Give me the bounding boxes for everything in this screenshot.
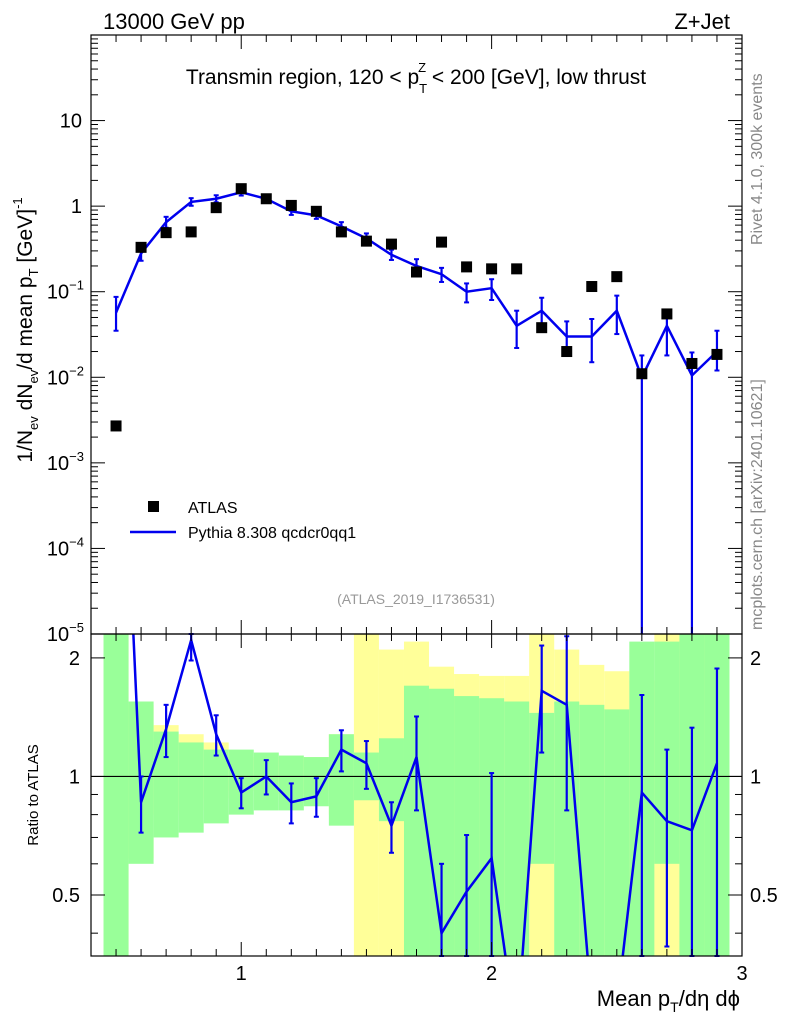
atlas-data-point: [686, 357, 698, 369]
atlas-data-point: [461, 261, 473, 273]
ratio-band-green: [579, 704, 605, 956]
ratio-band-green: [203, 749, 229, 824]
ratio-plot: [91, 633, 742, 957]
main-y-tick-label: 10−5: [47, 620, 84, 646]
main-y-tick-label: 10−4: [47, 534, 84, 560]
main-y-tick-label: 10−1: [47, 278, 84, 304]
atlas-data-point: [486, 263, 498, 275]
ratio-y-tick-label-right: 0.5: [750, 885, 778, 907]
ratio-band-green: [178, 742, 204, 833]
atlas-data-point: [636, 368, 648, 380]
atlas-data-point: [561, 346, 573, 358]
ratio-y-tick-label-right: 1: [750, 766, 761, 788]
mcplots-label: mcplots.cern.ch [arXiv:2401.10621]: [749, 379, 766, 630]
atlas-data-point: [310, 205, 322, 217]
atlas-data-point: [160, 227, 172, 239]
y-axis-label: 1/Nev dNev/d mean pT [GeV]-1: [10, 197, 41, 462]
legend-label-atlas: ATLAS: [188, 500, 238, 517]
atlas-data-point: [385, 238, 397, 250]
atlas-data-point: [285, 199, 297, 211]
svg-text:1/Nev dNev/d mean pT [GeV]-1: 1/Nev dNev/d mean pT [GeV]-1: [10, 197, 41, 462]
main-plot: [110, 183, 723, 634]
ratio-y-tick-label-right: 2: [750, 648, 761, 670]
atlas-data-point: [411, 266, 422, 278]
atlas-data-point: [110, 420, 122, 432]
x-axis-label: Mean pT/dη dϕ: [597, 986, 740, 1015]
atlas-data-point: [185, 226, 197, 238]
ratio-band-green: [604, 709, 630, 956]
atlas-data-point: [235, 183, 247, 195]
axes: 10 1 10−1 10−2 10−3 10−4 10−5 0.5 0.5 1 1 2 2 1 2 3: [47, 35, 778, 985]
legend-label-pythia: Pythia 8.308 qcdcr0qq1: [188, 525, 356, 542]
chart-title: Transmin region, 120 < pTZ < 200 [GeV], …: [186, 60, 646, 96]
atlas-data-point: [611, 271, 623, 283]
main-y-tick-label: 10: [60, 111, 82, 133]
atlas-data-point: [536, 322, 548, 334]
atlas-data-point: [436, 236, 448, 248]
x-tick-label: 3: [736, 963, 747, 985]
ratio-y-tick-label: 2: [69, 648, 80, 670]
atlas-data-point: [360, 235, 372, 247]
atlas-data-point: [260, 193, 272, 205]
ratio-y-tick-label: 1: [69, 766, 80, 788]
atlas-data-point: [511, 263, 523, 275]
ratio-y-tick-label: 0.5: [52, 885, 80, 907]
ratio-y-label: Ratio to ATLAS: [25, 744, 42, 845]
ratio-band-green: [103, 634, 129, 956]
rivet-label: Rivet 4.1.0, 300k events: [749, 73, 766, 245]
legend-marker-atlas: [148, 501, 159, 512]
atlas-data-point: [335, 226, 347, 238]
legend: ATLAS Pythia 8.308 qcdcr0qq1: [130, 500, 356, 542]
atlas-data-point: [135, 241, 147, 253]
atlas-data-point: [210, 202, 222, 214]
main-y-tick-label: 10−3: [47, 449, 84, 475]
header-left: 13000 GeV pp: [103, 9, 245, 34]
analysis-label: (ATLAS_2019_I1736531): [337, 591, 495, 607]
x-tick-label: 1: [236, 963, 247, 985]
atlas-data-point: [586, 281, 598, 293]
header-right: Z+Jet: [674, 9, 730, 34]
atlas-data-point: [711, 348, 723, 360]
atlas-data-point: [661, 308, 673, 320]
main-y-tick-label: 1: [71, 196, 82, 218]
x-tick-label: 2: [486, 963, 497, 985]
main-y-tick-label: 10−2: [47, 363, 84, 389]
